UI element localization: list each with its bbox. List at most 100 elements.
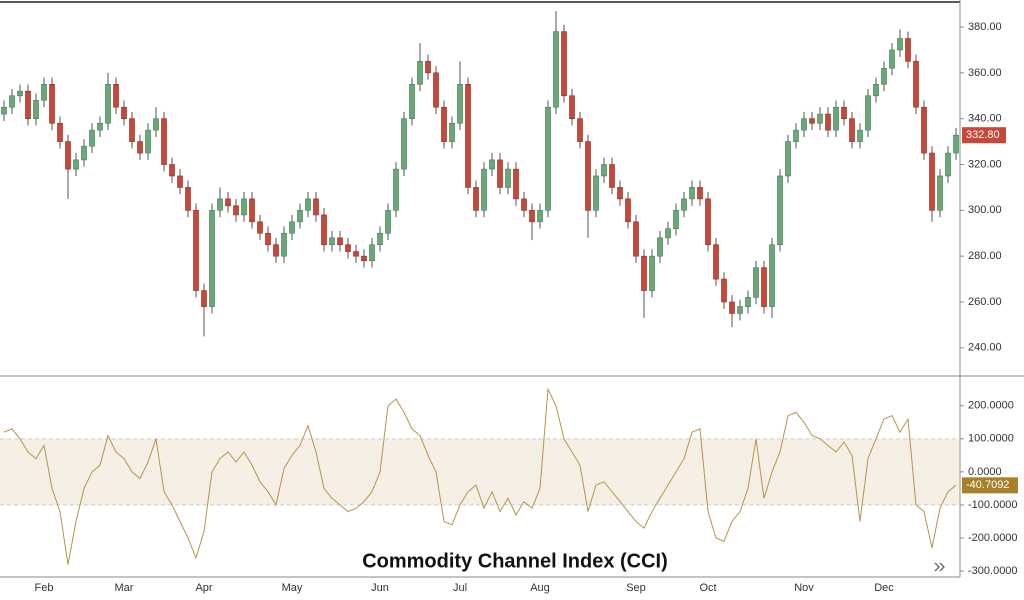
candle-body <box>97 122 103 131</box>
candle-body <box>25 90 31 119</box>
candle-body <box>745 297 751 307</box>
candle-body <box>617 187 623 200</box>
candle-body <box>433 72 439 108</box>
candle-body <box>465 84 471 188</box>
x-tick-label: May <box>282 582 303 594</box>
candle-body <box>273 244 279 257</box>
candle-body <box>657 237 663 257</box>
candle-body <box>689 187 695 200</box>
candle-body <box>561 31 567 97</box>
candle-body <box>121 106 127 119</box>
candle-body <box>73 159 79 170</box>
candle-body <box>321 214 327 246</box>
candle-body <box>1 106 7 115</box>
candle-body <box>569 95 575 119</box>
candle-body <box>633 221 639 257</box>
candle-body <box>529 210 535 223</box>
candle-body <box>345 244 351 252</box>
cci-band <box>0 438 960 505</box>
candle-body <box>889 49 895 69</box>
candle-body <box>481 168 487 211</box>
cci-label: -40.7092 <box>966 479 1009 491</box>
x-tick-label: Nov <box>794 582 814 594</box>
candle-body <box>665 228 671 239</box>
candle-body <box>825 113 831 131</box>
candle-body <box>841 106 847 119</box>
candle-body <box>473 187 479 211</box>
candle-body <box>281 232 287 257</box>
candle-body <box>905 38 911 62</box>
x-tick-label: Feb <box>35 582 54 594</box>
candle-body <box>297 210 303 223</box>
candle-body <box>849 118 855 142</box>
candle-body <box>353 251 359 257</box>
candle-body <box>777 175 783 246</box>
candle-body <box>41 84 47 101</box>
candle-body <box>81 145 87 161</box>
candle-body <box>425 61 431 74</box>
candle-body <box>65 141 71 170</box>
candle-body <box>785 141 791 177</box>
candle-body <box>489 159 495 170</box>
candle-body <box>833 106 839 131</box>
candle-body <box>545 106 551 211</box>
candle-body <box>553 31 559 108</box>
scroll-icon[interactable] <box>934 562 945 572</box>
candle-body <box>129 118 135 142</box>
candle-body <box>401 118 407 170</box>
candle-body <box>937 175 943 211</box>
candle-body <box>705 198 711 246</box>
y-tick-label: 360.00 <box>968 67 1002 79</box>
candle-body <box>153 118 159 131</box>
candle-body <box>817 113 823 124</box>
candle-body <box>729 301 735 314</box>
candle-body <box>361 255 367 262</box>
candle-body <box>233 205 239 216</box>
scroll-button-bg[interactable] <box>931 558 949 576</box>
candle-body <box>641 255 647 291</box>
candle-body <box>265 232 271 246</box>
y-tick-label: 380.00 <box>968 21 1002 33</box>
candle-body <box>193 210 199 291</box>
y-tick-label: 280.00 <box>968 250 1002 262</box>
candle-body <box>809 118 815 124</box>
candle-body <box>185 187 191 211</box>
cci-line <box>3 387 957 565</box>
candle-body <box>329 237 335 246</box>
candle-body <box>113 84 119 108</box>
candle-body <box>105 84 111 124</box>
candle-body <box>441 106 447 142</box>
candle-body <box>385 210 391 234</box>
candle-body <box>241 198 247 216</box>
candle-body <box>793 129 799 142</box>
candle-body <box>217 198 223 211</box>
scroll-button[interactable] <box>931 558 949 576</box>
candle-body <box>17 90 23 97</box>
x-tick-label: Dec <box>874 582 894 594</box>
candle-body <box>649 255 655 291</box>
candle-body <box>521 198 527 211</box>
candle-body <box>881 67 887 85</box>
price-label-box <box>962 127 1006 144</box>
candle-body <box>721 278 727 303</box>
candle-body <box>857 129 863 142</box>
candle-body <box>449 122 455 142</box>
candle-body <box>505 168 511 188</box>
candle-body <box>537 210 543 223</box>
candle-body <box>873 84 879 97</box>
candle-body <box>769 244 775 307</box>
y-tick-label: -300.0000 <box>968 565 1018 577</box>
candle-body <box>753 267 759 298</box>
x-tick-label: Aug <box>530 582 550 594</box>
price-label: 332.80 <box>966 129 1000 141</box>
y-tick-label: 340.00 <box>968 113 1002 125</box>
candle-body <box>249 198 255 223</box>
candle-body <box>137 141 143 154</box>
x-tick-label: Mar <box>115 582 134 594</box>
x-tick-label: Oct <box>699 582 716 594</box>
y-tick-label: 320.00 <box>968 158 1002 170</box>
candle-body <box>801 118 807 131</box>
candle-body <box>585 141 591 211</box>
candle-body <box>601 164 607 177</box>
